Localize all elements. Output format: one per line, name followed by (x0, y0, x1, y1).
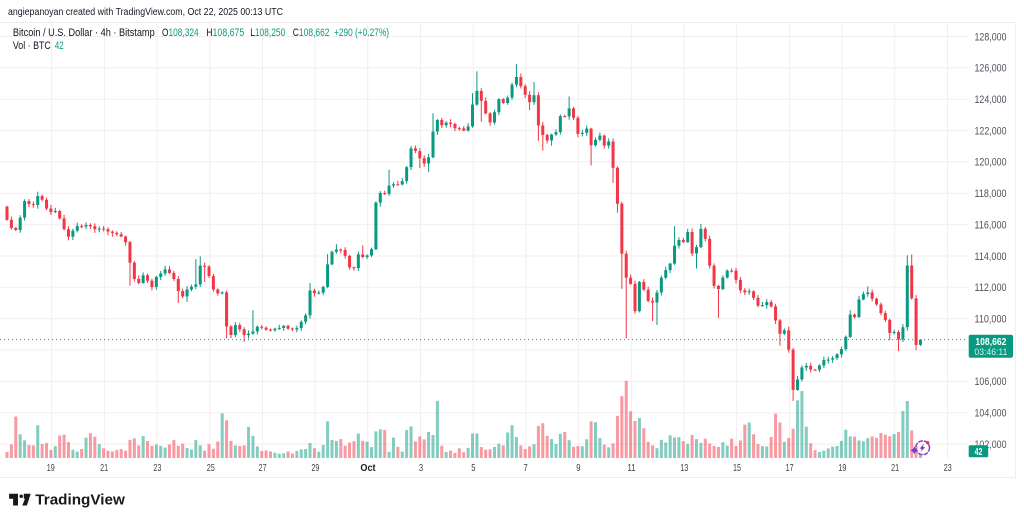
svg-text:11: 11 (628, 462, 636, 474)
svg-text:03:46:11: 03:46:11 (974, 347, 1007, 358)
svg-text:42: 42 (975, 446, 983, 458)
svg-text:Oct: Oct (360, 462, 376, 474)
svg-text:110,000: 110,000 (975, 314, 1007, 326)
svg-text:TradingView: TradingView (35, 493, 125, 509)
svg-text:23: 23 (944, 462, 952, 474)
svg-text:H108,675: H108,675 (206, 27, 244, 39)
svg-text:116,000: 116,000 (975, 219, 1007, 231)
svg-text:29: 29 (311, 462, 319, 474)
svg-text:42: 42 (55, 40, 64, 52)
svg-text:122,000: 122,000 (975, 125, 1007, 137)
svg-text:C108,662: C108,662 (293, 27, 330, 39)
svg-text:+290 (+0.27%): +290 (+0.27%) (334, 27, 389, 39)
svg-text:15: 15 (733, 462, 741, 474)
svg-text:13: 13 (680, 462, 688, 474)
svg-text:126,000: 126,000 (975, 63, 1007, 75)
svg-text:3: 3 (419, 462, 423, 474)
svg-text:7: 7 (524, 462, 528, 474)
svg-text:128,000: 128,000 (975, 31, 1007, 43)
svg-text:L108,250: L108,250 (250, 27, 285, 39)
svg-text:Bitcoin / U.S. Dollar · 4h · B: Bitcoin / U.S. Dollar · 4h · Bitstamp (13, 27, 155, 39)
svg-text:19: 19 (47, 462, 55, 474)
svg-text:27: 27 (259, 462, 267, 474)
svg-text:120,000: 120,000 (975, 157, 1007, 169)
svg-text:O108,324: O108,324 (162, 27, 199, 39)
svg-text:23: 23 (153, 462, 161, 474)
svg-text:21: 21 (100, 462, 108, 474)
svg-text:19: 19 (838, 462, 846, 474)
svg-text:9: 9 (576, 462, 580, 474)
svg-text:17: 17 (786, 462, 794, 474)
svg-text:108,662: 108,662 (975, 336, 1006, 348)
svg-text:124,000: 124,000 (975, 94, 1007, 106)
svg-text:114,000: 114,000 (975, 251, 1007, 263)
svg-text:112,000: 112,000 (975, 282, 1007, 294)
svg-text:Vol · BTC: Vol · BTC (13, 40, 51, 52)
svg-text:angiepanoyan created with Trad: angiepanoyan created with TradingView.co… (8, 7, 283, 18)
svg-text:118,000: 118,000 (975, 188, 1007, 200)
svg-text:106,000: 106,000 (975, 376, 1007, 388)
svg-text:5: 5 (471, 462, 475, 474)
svg-text:21: 21 (891, 462, 899, 474)
svg-text:25: 25 (207, 462, 215, 474)
svg-text:104,000: 104,000 (975, 408, 1007, 420)
